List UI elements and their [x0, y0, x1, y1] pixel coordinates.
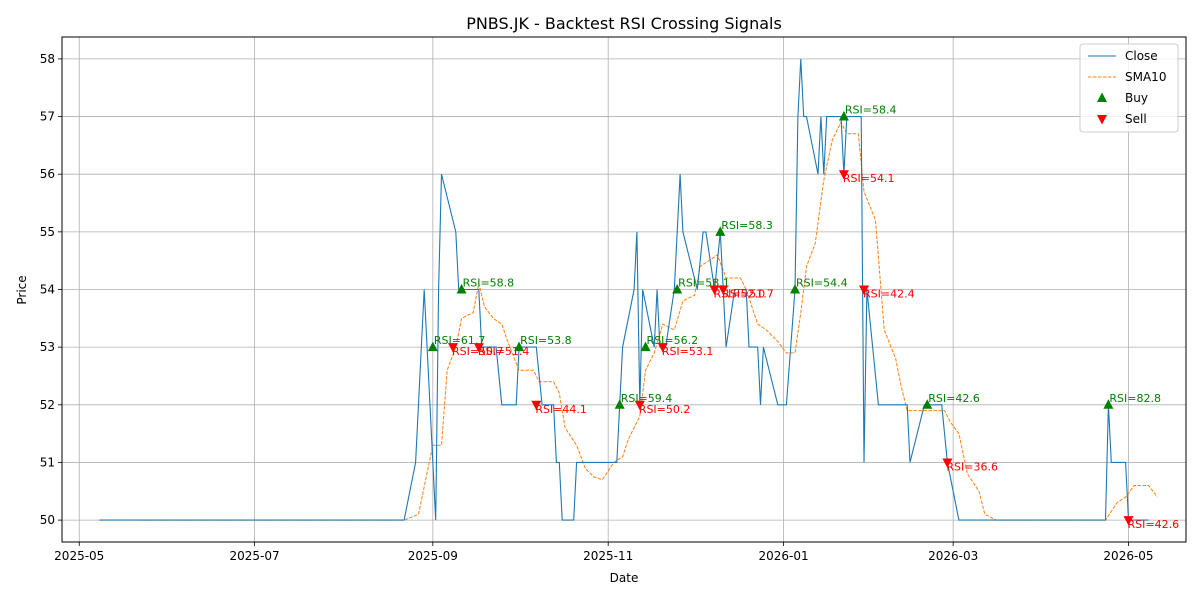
y-tick-label: 58 [40, 52, 55, 66]
sell-marker [838, 170, 849, 180]
sell-marker [657, 343, 668, 353]
y-tick-label: 52 [40, 398, 55, 412]
x-tick-label: 2025-11 [583, 549, 633, 563]
buy-rsi-label: RSI=82.8 [1109, 392, 1161, 405]
sell-marker [634, 400, 645, 411]
x-tick-label: 2025-05 [54, 549, 104, 563]
legend-sell-swatch [1097, 115, 1107, 125]
sell-marker [718, 285, 729, 295]
sell-rsi-label: RSI=36.6 [946, 460, 998, 473]
sell-rsi-label: RSI=50.2 [639, 403, 691, 416]
y-tick-label: 54 [40, 283, 55, 297]
y-tick-label: 55 [40, 225, 55, 239]
buy-marker [1103, 399, 1114, 409]
buy-marker [715, 226, 726, 236]
sell-rsi-label: RSI=54.1 [843, 172, 895, 185]
buy-rsi-label: RSI=53.8 [520, 334, 572, 347]
buy-rsi-label: RSI=58.3 [721, 219, 773, 232]
buy-rsi-label: RSI=42.6 [928, 392, 980, 405]
legend-label: Buy [1125, 91, 1148, 105]
sell-marker [709, 285, 720, 295]
buy-rsi-label: RSI=58.8 [463, 277, 515, 290]
y-tick-label: 50 [40, 513, 55, 527]
y-tick-label: 57 [40, 110, 55, 124]
sell-rsi-label: RSI=52.0 [714, 288, 766, 301]
sell-rsi-label: RSI=42.4 [863, 288, 915, 301]
buy-rsi-label: RSI=54.4 [796, 277, 848, 290]
y-tick-label: 53 [40, 340, 55, 354]
grid-layer [62, 37, 1186, 542]
sell-marker [942, 458, 953, 468]
legend-box [1079, 43, 1179, 133]
chart-title: PNBS.JK - Backtest RSI Crossing Signals [466, 14, 782, 33]
x-tick-label: 2025-07 [230, 549, 280, 563]
buy-rsi-label: RSI=58.4 [845, 104, 897, 117]
legend-label: Close [1125, 49, 1158, 63]
legend: Close SMA10 Buy Sell [1079, 43, 1179, 133]
sell-rsi-label: RSI=53.1 [662, 345, 714, 358]
buy-marker [838, 111, 849, 121]
x-axis-title: Date [610, 571, 639, 585]
sell-marker [859, 285, 870, 295]
buy-marker [922, 399, 933, 409]
sell-rsi-label: RSI=44.1 [535, 403, 587, 416]
sell-marker [531, 400, 542, 411]
buy-marker [790, 284, 801, 294]
buy-rsi-label: RSI=61.7 [434, 334, 486, 347]
legend-label: Sell [1125, 112, 1147, 126]
x-tick-label: 2026-05 [1103, 549, 1153, 563]
signal-markers: RSI=61.7RSI=58.8RSI=53.8RSI=59.4RSI=56.2… [427, 104, 1180, 531]
buy-marker [514, 341, 525, 352]
sell-marker [447, 343, 458, 353]
x-tick-label: 2026-03 [928, 549, 978, 563]
buy-marker [614, 399, 625, 409]
sell-rsi-label: RSI=51.4 [478, 345, 530, 358]
axis-ticks: 2025-05 2025-07 2025-09 2025-11 2026-01 2026-… [40, 52, 1154, 563]
y-tick-label: 51 [40, 455, 55, 469]
legend-label: SMA10 [1125, 70, 1166, 84]
buy-marker [427, 341, 438, 352]
sell-marker [1123, 516, 1134, 526]
y-tick-label: 56 [40, 167, 55, 181]
buy-marker [640, 341, 651, 352]
sma10-series [139, 121, 1158, 521]
sell-rsi-label: RSI=51.7 [722, 288, 774, 301]
x-tick-label: 2025-09 [408, 549, 458, 563]
sma10-line [139, 121, 1158, 521]
buy-rsi-label: RSI=59.4 [621, 392, 673, 405]
legend-buy-swatch [1097, 92, 1107, 102]
buy-marker [456, 284, 467, 294]
sell-marker [473, 343, 484, 353]
buy-marker [672, 284, 683, 294]
x-tick-label: 2026-01 [758, 549, 808, 563]
y-axis-title: Price [15, 275, 29, 304]
sell-rsi-label: RSI=50.7 [452, 345, 504, 358]
sell-rsi-label: RSI=42.6 [1128, 518, 1180, 531]
